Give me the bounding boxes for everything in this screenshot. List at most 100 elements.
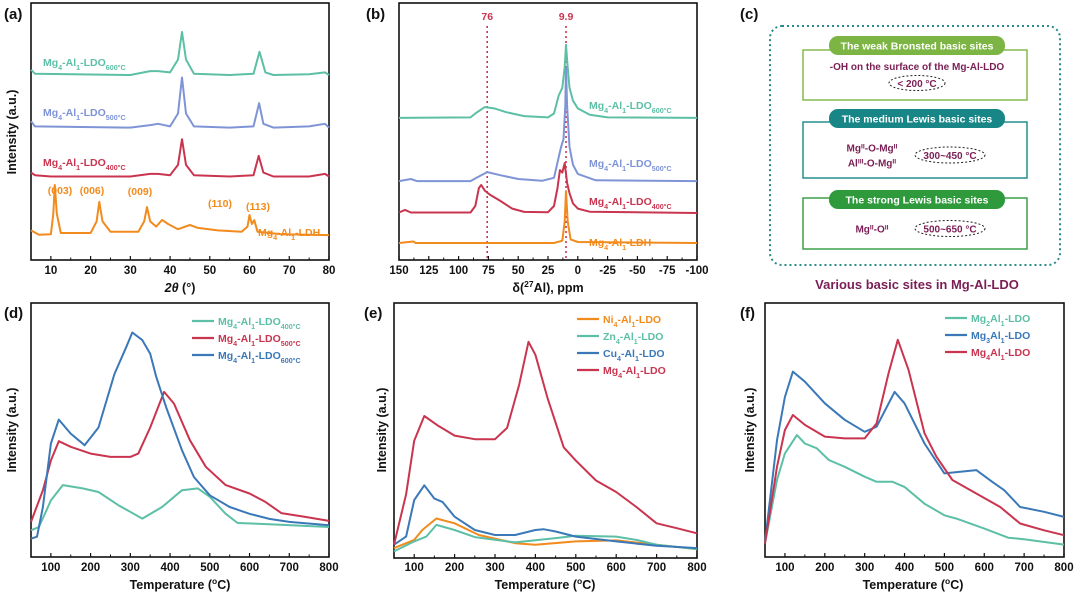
x-axis-label: 2θ (°) [164, 281, 196, 295]
x-tick-label: 125 [419, 265, 439, 277]
x-tick-label: 150 [389, 265, 408, 277]
x-tick-label: 300 [485, 562, 504, 574]
dotted-frame [769, 25, 1061, 266]
peak-annotation: (110) [208, 198, 232, 210]
y-axis-label: Intensity (a.u.) [375, 388, 389, 473]
site-title-pill [829, 190, 1005, 209]
x-tick-label: 600 [607, 562, 626, 574]
x-tick-label: 200 [81, 562, 100, 574]
x-tick-label: 30 [124, 265, 137, 277]
legend-label: Mg4-Al1-LDO500°C [218, 333, 301, 348]
plot-frame [393, 302, 698, 559]
panel-label: (e) [364, 305, 382, 322]
series-label: Mg4-Al1-LDO500°C [589, 158, 672, 173]
site-description: AlIII-O-MgII [848, 158, 896, 170]
plot-frame [764, 302, 1065, 558]
diagram-caption: Various basic sites in Mg-Al-LDO [815, 277, 1019, 292]
series-line [30, 76, 330, 129]
site-range: 500~650 °C [923, 225, 976, 236]
x-tick-label: 50 [203, 265, 216, 277]
series-label: Mg4-Al1-LDO400°C [589, 196, 672, 211]
site-range: 300~450 °C [923, 151, 976, 162]
series-line [398, 43, 698, 119]
site-title: The strong Lewis basic sites [846, 195, 989, 207]
x-tick-label: 500 [935, 562, 954, 574]
x-tick-label: -25 [599, 265, 616, 277]
x-tick-label: 100 [405, 562, 424, 574]
chart-a: 10 20 30 40 50 60 70 80 Mg4-Al1-LDO600°C Mg4-Al1-… [4, 2, 336, 295]
x-tick-label: 500 [200, 562, 219, 574]
site-box-frame [802, 121, 1028, 179]
y-axis-label: Intensity (a.u.) [5, 388, 19, 473]
series-line [393, 340, 698, 545]
legend-label: Mg3Al1-LDO [971, 330, 1030, 345]
series-label: Mg4-Al1-LDO500°C [43, 107, 126, 122]
x-tick-label: 100 [449, 265, 468, 277]
x-tick-label: -50 [629, 265, 646, 277]
x-tick-label: 800 [1054, 562, 1073, 574]
peak-annotation: (113) [246, 201, 270, 213]
x-tick-label: 100 [775, 562, 794, 574]
x-tick-label: 800 [687, 562, 706, 574]
y-axis-label: Intensity (a.u.) [5, 90, 19, 175]
x-tick-label: 700 [1015, 562, 1034, 574]
x-tick-label: 70 [283, 265, 296, 277]
series-line [30, 390, 330, 523]
x-tick-label: 200 [815, 562, 834, 574]
series-line [30, 31, 330, 76]
x-axis-label: Temperature (oC) [130, 576, 231, 592]
site-description: -OH on the surface of the Mg-Al-LDO [830, 62, 1005, 73]
x-tick-label: 25 [542, 265, 555, 277]
series-line [30, 184, 330, 237]
site-title: The weak Bronsted basic sites [841, 41, 994, 53]
series-label: Mg4-Al1-LDO600°C [589, 100, 672, 115]
legend-label: Zn4-Al1-LDO [603, 331, 663, 346]
chart-b: 150 125 100 75 50 25 0 -25 -50 -75 -100 76 9.9 Mg4-Al… [366, 2, 709, 295]
legend-label: Mg4-Al1-LDO400°C [218, 316, 301, 331]
plot-frame [398, 2, 698, 261]
x-tick-label: 600 [975, 562, 994, 574]
series-line [393, 484, 698, 550]
x-tick-label: 500 [566, 562, 585, 574]
legend-label: Cu4-Al1-LDO [603, 348, 665, 363]
x-tick-label: 200 [445, 562, 464, 574]
series-line [30, 331, 330, 540]
series-line [30, 484, 330, 532]
site-box-frame [802, 49, 1028, 101]
x-tick-label: 0 [575, 265, 581, 277]
series-line [393, 523, 698, 553]
panel-label: (a) [4, 6, 22, 23]
x-tick-label: 600 [240, 562, 259, 574]
legend-label: Mg4Al1-LDO [971, 347, 1030, 362]
site-box: The strong Lewis basic sites MgII-OII 500~… [802, 190, 1028, 250]
y-axis-label: Intensity (a.u.) [743, 388, 757, 473]
x-axis-label: Temperature (oC) [863, 576, 964, 592]
series-label: Mg4-Al1-LDO400°C [43, 157, 126, 172]
x-tick-label: 10 [44, 265, 57, 277]
x-axis-label: δ(27Al), ppm [512, 279, 583, 295]
peak-annotation: (006) [80, 185, 105, 197]
x-tick-label: 50 [512, 265, 525, 277]
x-tick-label: 300 [121, 562, 140, 574]
series-label: Mg4-Al1-LDO600°C [43, 57, 126, 72]
series-line [764, 370, 1065, 543]
panel-label: (d) [4, 305, 23, 322]
x-tick-label: 80 [323, 265, 336, 277]
site-title-pill [829, 36, 1005, 55]
reference-line-label: 9.9 [559, 11, 574, 23]
site-range: < 200 °C [897, 79, 936, 90]
x-tick-label: 400 [526, 562, 545, 574]
legend-label: Mg4-Al1-LDO [603, 365, 666, 380]
panel-label: (c) [740, 6, 758, 23]
panel-label: (b) [366, 6, 385, 23]
series-line [30, 138, 330, 178]
diagram-c: (c) The weak Bronsted basic sites -OH on t… [740, 6, 1061, 292]
site-description: MgII-OII [855, 224, 888, 236]
x-tick-label: 400 [895, 562, 914, 574]
site-box: The weak Bronsted basic sites -OH on the … [802, 36, 1028, 101]
series-line [764, 434, 1065, 546]
site-title-pill [829, 109, 1005, 128]
plot-frame [30, 302, 330, 558]
range-ellipse [914, 220, 986, 237]
